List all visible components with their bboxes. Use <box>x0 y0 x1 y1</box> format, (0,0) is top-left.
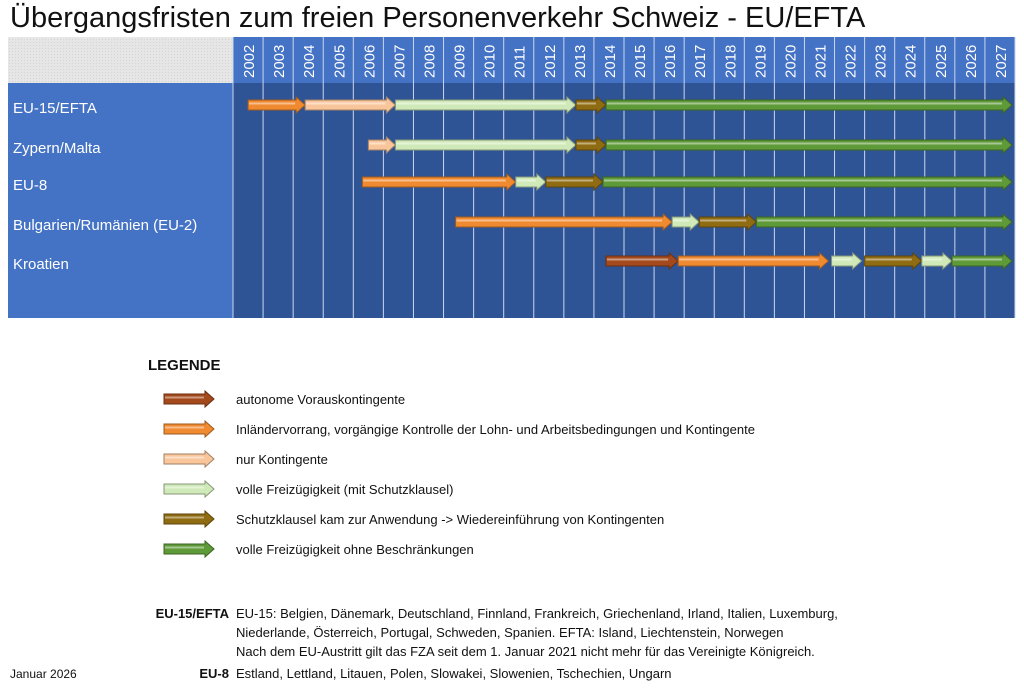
year-tick-label: 2010 <box>482 45 499 78</box>
legend-arrow-icon <box>163 449 215 469</box>
note-eu8-text: Estland, Lettland, Litauen, Polen, Slowa… <box>236 666 672 681</box>
row-label-column <box>8 83 233 318</box>
year-tick-label: 2003 <box>271 45 288 78</box>
segment-safeguard_applied <box>864 251 923 271</box>
segment-quota <box>367 135 397 155</box>
year-tick-label: 2020 <box>782 45 799 78</box>
legend-arrow <box>163 419 215 439</box>
note-eu15-line: Nach dem EU-Austritt gilt das FZA seit d… <box>236 644 815 659</box>
legend-label: volle Freizügigkeit ohne Beschränkungen <box>236 541 474 557</box>
note-eu15-line: EU-15: Belgien, Dänemark, Deutschland, F… <box>236 606 838 621</box>
legend-arrow <box>163 509 215 529</box>
year-tick-label: 2018 <box>722 45 739 78</box>
row-label: Bulgarien/Rumänien (EU-2) <box>13 217 197 234</box>
year-tick-label: 2008 <box>422 45 439 78</box>
row-label: Zypern/Malta <box>13 140 101 157</box>
year-tick-label: 2013 <box>572 45 589 78</box>
legend-title: LEGENDE <box>148 357 221 374</box>
segment-safeguard_applied <box>545 172 604 192</box>
date-label: Januar 2026 <box>10 667 77 681</box>
note-eu15-key: EU-15/EFTA <box>155 606 229 621</box>
year-tick-label: 2019 <box>752 45 769 78</box>
legend-item: autonome Vorauskontingente <box>163 389 405 409</box>
year-tick-label: 2026 <box>963 45 980 78</box>
year-tick-label: 2002 <box>241 45 258 78</box>
row-label: EU-8 <box>13 177 47 194</box>
timeline-chart: 2002 2003 2004 2005 2006 2007 2008 2009 2010 2011… <box>8 37 1016 318</box>
segment-free_safeguard <box>671 212 700 232</box>
legend-item: volle Freizügigkeit ohne Beschränkungen <box>163 539 474 559</box>
segment-free_safeguard <box>831 251 863 271</box>
segment-free_safeguard <box>394 95 577 115</box>
legend-label: nur Kontingente <box>236 451 328 467</box>
year-tick-label: 2022 <box>843 45 860 78</box>
segment-free <box>602 172 1013 192</box>
legend-label: Inländervorrang, vorgängige Kontrolle de… <box>236 421 755 437</box>
legend-arrow <box>163 479 215 499</box>
legend-label: Schutzklausel kam zur Anwendung -> Wiede… <box>236 511 665 527</box>
segment-priority <box>247 95 306 115</box>
segment-autonomous <box>605 251 679 271</box>
segment-safeguard_applied <box>575 135 607 155</box>
legend-arrow <box>163 389 215 409</box>
legend-arrow <box>163 539 215 559</box>
row-label: EU-15/EFTA <box>13 100 97 117</box>
year-tick-label: 2015 <box>632 45 649 78</box>
legend-label: volle Freizügigkeit (mit Schutzklausel) <box>236 481 454 497</box>
segment-priority <box>677 251 830 271</box>
segment-free_safeguard <box>515 172 547 192</box>
year-tick-label: 2023 <box>873 45 890 78</box>
legend-item: volle Freizügigkeit (mit Schutzklausel) <box>163 479 453 499</box>
year-tick-label: 2006 <box>361 45 378 78</box>
segment-priority <box>361 172 517 192</box>
legend-label: autonome Vorauskontingente <box>236 391 406 407</box>
legend-arrow-icon <box>163 389 215 409</box>
year-tick-label: 2007 <box>391 45 408 78</box>
legend-arrow-icon <box>163 419 215 439</box>
year-tick-label: 2009 <box>452 45 469 78</box>
note-eu15-line: Niederlande, Österreich, Portugal, Schwe… <box>236 625 784 640</box>
legend-item: Inländervorrang, vorgängige Kontrolle de… <box>163 419 755 439</box>
segment-safeguard_applied <box>575 95 607 115</box>
legend-arrow-icon <box>163 479 215 499</box>
year-tick-label: 2016 <box>662 45 679 78</box>
legend-arrow-icon <box>163 539 215 559</box>
year-tick-label: 2024 <box>903 45 920 78</box>
year-tick-label: 2025 <box>933 45 950 78</box>
segment-quota <box>304 95 397 115</box>
segment-free <box>605 135 1013 155</box>
legend-arrow <box>163 449 215 469</box>
legend-item: Schutzklausel kam zur Anwendung -> Wiede… <box>163 509 664 529</box>
legend-item: nur Kontingente <box>163 449 328 469</box>
segment-free <box>951 251 1013 271</box>
page-title: Übergangsfristen zum freien Personenverk… <box>10 2 866 34</box>
segment-free <box>755 212 1013 232</box>
year-tick-label: 2011 <box>512 46 529 78</box>
header-corner <box>8 37 233 83</box>
year-tick-label: 2027 <box>993 45 1010 78</box>
year-tick-label: 2014 <box>602 45 619 78</box>
year-tick-label: 2005 <box>331 45 348 78</box>
segment-priority <box>455 212 673 232</box>
year-tick-label: 2012 <box>542 45 559 78</box>
segment-safeguard_applied <box>698 212 758 232</box>
note-eu8-key: EU-8 <box>199 666 229 681</box>
segment-free <box>605 95 1013 115</box>
legend-arrow-icon <box>163 509 215 529</box>
row-label: Kroatien <box>13 256 69 273</box>
segment-free_safeguard <box>394 135 577 155</box>
year-tick-label: 2021 <box>813 45 830 78</box>
year-tick-label: 2004 <box>301 45 318 78</box>
segment-free_safeguard <box>921 251 953 271</box>
year-tick-label: 2017 <box>692 45 709 78</box>
